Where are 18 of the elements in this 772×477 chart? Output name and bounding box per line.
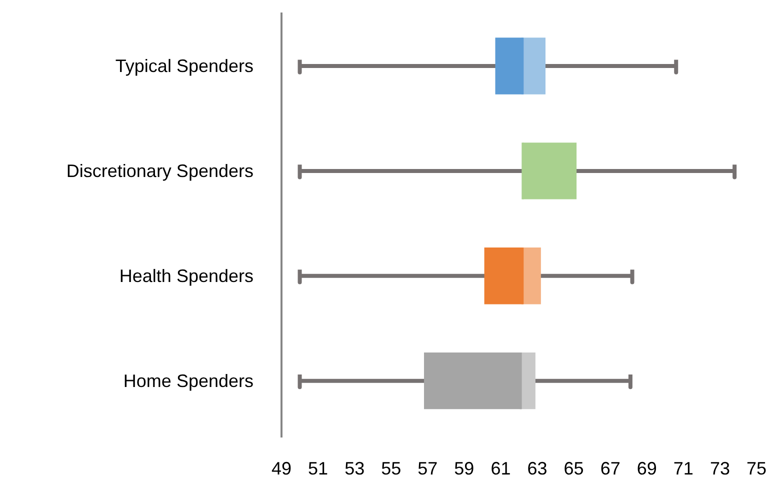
y-tick-label: Health Spenders (119, 266, 254, 286)
y-tick-label: Typical Spenders (115, 56, 254, 76)
y-tick-label: Home Spenders (123, 370, 254, 391)
x-tick-label: 57 (418, 458, 438, 477)
x-tick-label: 67 (600, 458, 620, 477)
x-tick-label: 75 (746, 458, 767, 477)
x-tick-label: 59 (454, 458, 474, 477)
x-tick-label: 53 (344, 458, 365, 477)
x-tick-label: 63 (527, 458, 548, 477)
x-tick-label: 73 (710, 458, 730, 477)
x-tick-label: 49 (271, 458, 292, 477)
y-tick-label: Discretionary Spenders (66, 160, 254, 181)
x-tick-label: 69 (636, 458, 657, 477)
x-tick-label: 55 (381, 458, 402, 477)
x-tick-label: 51 (308, 458, 328, 477)
x-tick-label: 65 (564, 458, 584, 477)
x-tick-label: 71 (673, 458, 694, 477)
x-tick-label: 61 (490, 458, 511, 477)
